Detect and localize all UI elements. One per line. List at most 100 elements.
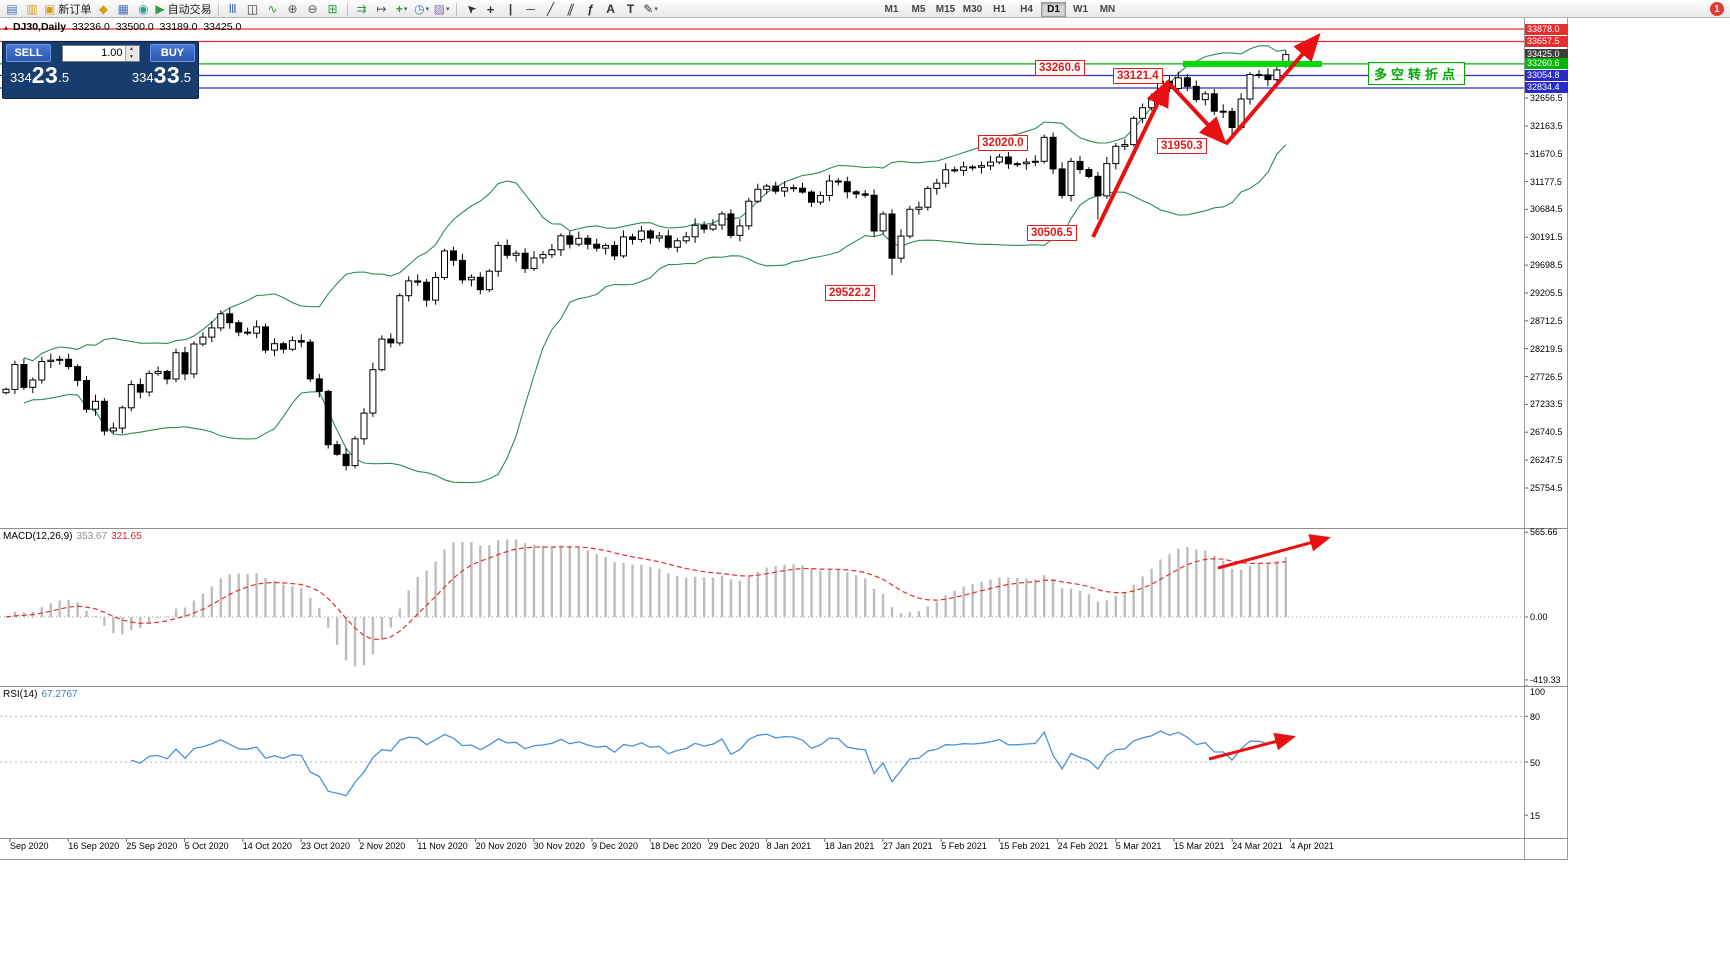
indicators-icon: + xyxy=(395,2,403,16)
toolbar-separator xyxy=(455,2,457,16)
label-tool-icon: T xyxy=(626,2,635,16)
volume-input[interactable] xyxy=(62,45,125,61)
timeframe-m5[interactable]: M5 xyxy=(911,3,926,15)
label-tool-button[interactable]: T xyxy=(622,1,640,17)
new-order-label: 新订单 xyxy=(58,4,92,16)
ohlc-open: 33236.0 xyxy=(71,21,110,33)
ohlc-close: 33425.0 xyxy=(203,21,242,33)
text-tool-button[interactable]: A xyxy=(602,1,620,17)
data-window-button[interactable]: ▦ xyxy=(114,1,132,17)
zoom-in-button[interactable]: ⊕ xyxy=(284,1,302,17)
rsi-panel-splitter[interactable] xyxy=(0,686,1568,687)
volume-field: ▲ ▼ xyxy=(61,44,140,62)
chart-profile-icon: ▥ xyxy=(26,2,38,16)
timeframe-w1[interactable]: W1 xyxy=(1073,3,1088,15)
rsi-name: RSI(14) xyxy=(3,689,38,700)
navigator-button[interactable]: ◉ xyxy=(134,1,152,17)
chart-title: ▴ DJ30,Daily 33236.0 33500.0 33189.0 334… xyxy=(4,21,241,33)
autotrading-button[interactable]: ▶ 自动交易 xyxy=(154,1,212,17)
trendline-tool-button[interactable]: ╱ xyxy=(542,1,560,17)
channel-tool-button[interactable]: ∥ xyxy=(562,1,580,17)
chart-profile-button[interactable]: ▥ xyxy=(23,1,41,17)
volume-stepper: ▲ ▼ xyxy=(124,45,138,61)
chart-shift-icon: ↦ xyxy=(376,2,387,16)
rsi-value: 67.2767 xyxy=(41,689,78,700)
volume-up-icon[interactable]: ▲ xyxy=(125,45,138,53)
periods-button[interactable]: ◷ ▾ xyxy=(413,1,431,17)
macd-main-value: 353.67 xyxy=(76,531,108,542)
candlestick-mode-button[interactable]: ◫ xyxy=(244,1,262,17)
market-watch-button[interactable]: ◆ xyxy=(94,1,112,17)
autotrading-label: 自动交易 xyxy=(167,4,212,16)
horizontal-line-tool-button[interactable]: ─ xyxy=(522,1,540,17)
timeframe-m30[interactable]: M30 xyxy=(962,3,983,15)
sell-button[interactable]: SELL xyxy=(6,44,51,62)
timeframe-m1[interactable]: M1 xyxy=(884,3,899,15)
sell-price: 334 23.5 xyxy=(10,62,70,88)
buy-button[interactable]: BUY xyxy=(150,44,195,62)
navigator-icon: ◉ xyxy=(138,2,149,16)
zoom-out-button[interactable]: ⊖ xyxy=(304,1,322,17)
rsi-indicator-label: RSI(14) 67.2767 xyxy=(3,689,78,700)
timeframe-h4[interactable]: H4 xyxy=(1020,3,1033,15)
symbol-period-label: DJ30,Daily xyxy=(12,21,67,33)
ohlc-high: 33500.0 xyxy=(115,21,154,33)
data-window-icon: ▦ xyxy=(117,2,130,16)
zoom-out-icon: ⊖ xyxy=(307,2,318,16)
text-tool-icon: A xyxy=(606,2,615,16)
autotrading-icon: ▶ xyxy=(155,2,165,16)
chart-shift-button[interactable]: ↦ xyxy=(373,1,391,17)
symbol-icon: ▴ xyxy=(4,23,9,32)
cursor-tool-button[interactable]: ➤ xyxy=(462,0,480,18)
volume-down-icon[interactable]: ▼ xyxy=(125,53,138,61)
templates-button[interactable]: ▨ ▾ xyxy=(433,1,451,17)
trendline-icon: ╱ xyxy=(546,2,555,16)
indicators-button[interactable]: + ▾ xyxy=(393,1,411,17)
toolbar-left-group: ▤ ▥ ▣ 新订单 ◆ ▦ ◉ ▶ 自动交易 Ⅲ ◫ ∿ ⊕ ⊖ ⊞ ⇉ ↦ +… xyxy=(2,0,661,18)
timeframe-h1[interactable]: H1 xyxy=(993,3,1006,15)
fibonacci-icon: ƒ xyxy=(587,2,594,16)
vertical-line-icon: | xyxy=(508,2,513,16)
toolbar-separator xyxy=(217,2,219,16)
price-axis-separator xyxy=(1524,18,1525,860)
macd-panel-splitter[interactable] xyxy=(0,528,1568,529)
line-chart-icon: ∿ xyxy=(267,2,278,16)
candlestick-icon: ◫ xyxy=(246,2,259,16)
line-chart-mode-button[interactable]: ∿ xyxy=(264,1,282,17)
bar-chart-mode-button[interactable]: Ⅲ xyxy=(224,1,242,17)
periods-icon: ◷ xyxy=(414,2,425,16)
timeframe-m15[interactable]: M15 xyxy=(935,3,956,15)
cursor-icon: ➤ xyxy=(462,0,480,18)
auto-scroll-button[interactable]: ⇉ xyxy=(353,1,371,17)
chevron-down-icon: ▾ xyxy=(654,6,658,13)
notification-badge[interactable]: 1 xyxy=(1710,2,1724,16)
zoom-in-icon: ⊕ xyxy=(287,2,298,16)
chart-note-text[interactable]: 多空转折点 xyxy=(1368,62,1466,85)
timeframe-toolbar: M1 M5 M15 M30 H1 H4 D1 W1 MN xyxy=(878,1,1121,17)
chart-window[interactable] xyxy=(0,18,1568,860)
timeframe-mn[interactable]: MN xyxy=(1099,3,1116,15)
chevron-down-icon: ▾ xyxy=(403,6,408,13)
new-order-button[interactable]: ▣ 新订单 xyxy=(43,1,92,17)
bar-chart-icon: Ⅲ xyxy=(228,2,237,16)
chevron-down-icon: ▾ xyxy=(445,6,450,13)
templates-icon: ▨ xyxy=(433,2,445,16)
channel-icon: ∥ xyxy=(565,2,577,16)
drawing-tools-button[interactable]: ✎ ▾ xyxy=(642,1,660,17)
vertical-line-tool-button[interactable]: | xyxy=(502,1,520,17)
market-watch-icon: ◆ xyxy=(98,2,108,16)
buy-price: 334 33.5 xyxy=(131,62,191,88)
fibonacci-tool-button[interactable]: ƒ xyxy=(582,1,600,17)
macd-indicator-label: MACD(12,26,9) 353.67 321.65 xyxy=(3,531,142,542)
chevron-down-icon: ▾ xyxy=(425,6,430,13)
crosshair-icon: + xyxy=(486,1,495,17)
horizontal-line-icon: ─ xyxy=(526,2,535,16)
macd-signal-value: 321.65 xyxy=(111,531,142,542)
crosshair-tool-button[interactable]: + xyxy=(482,1,500,17)
macd-name: MACD(12,26,9) xyxy=(3,531,73,542)
timeframe-d1[interactable]: D1 xyxy=(1041,1,1066,17)
tile-windows-button[interactable]: ⊞ xyxy=(324,1,342,17)
new-chart-button[interactable]: ▤ xyxy=(3,1,21,17)
